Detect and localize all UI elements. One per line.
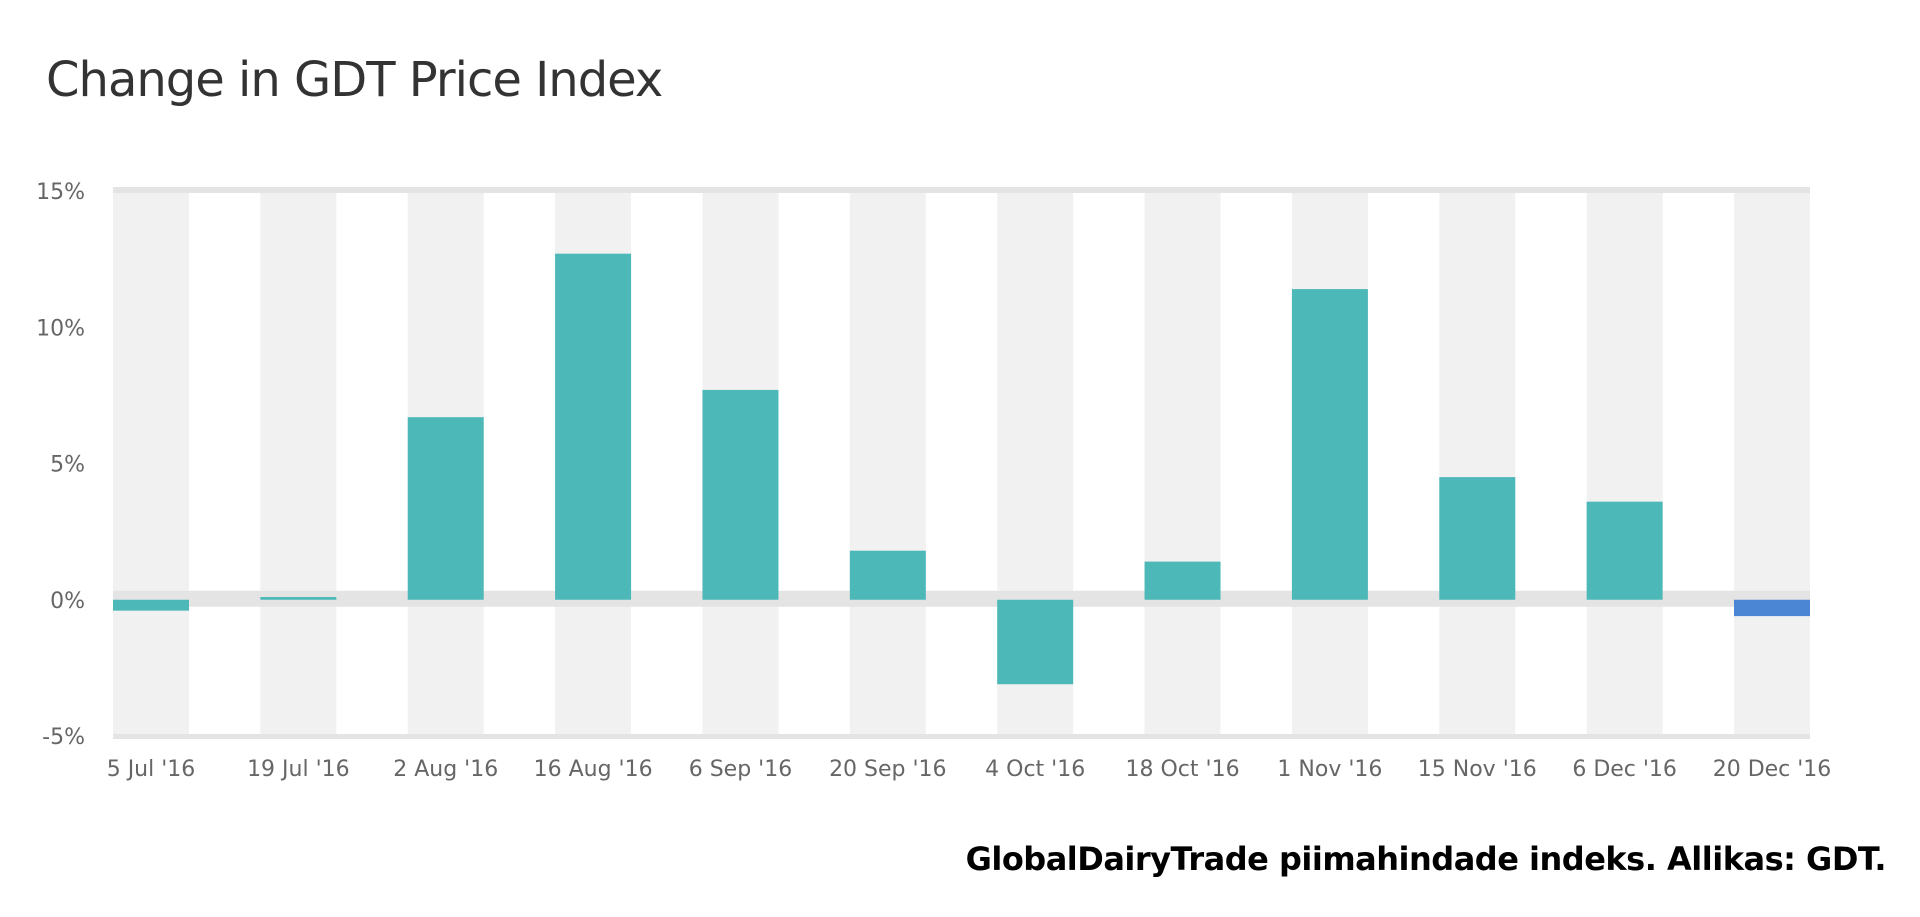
y-tick-label: 15% bbox=[36, 180, 85, 205]
column-band bbox=[1586, 191, 1663, 736]
top-gridline bbox=[113, 187, 1810, 193]
bar-1 bbox=[260, 597, 337, 600]
x-tick-label: 16 Aug '16 bbox=[534, 757, 653, 782]
bar-8 bbox=[1291, 289, 1368, 600]
x-tick-label: 20 Dec '16 bbox=[1713, 757, 1832, 782]
x-tick-label: 1 Nov '16 bbox=[1277, 757, 1382, 782]
x-tick-label: 2 Aug '16 bbox=[393, 757, 498, 782]
y-tick-label: -5% bbox=[42, 725, 85, 750]
bar-4 bbox=[702, 389, 779, 600]
bottom-gridline bbox=[113, 734, 1810, 739]
bar-3 bbox=[555, 253, 632, 600]
chart-title: Change in GDT Price Index bbox=[46, 52, 663, 108]
zero-line bbox=[113, 590, 1810, 607]
column-band bbox=[260, 191, 337, 736]
x-tick-label: 15 Nov '16 bbox=[1418, 757, 1537, 782]
x-tick-label: 6 Sep '16 bbox=[689, 757, 793, 782]
bar-7 bbox=[1144, 561, 1221, 600]
x-tick-label: 4 Oct '16 bbox=[985, 757, 1085, 782]
x-tick-label: 18 Oct '16 bbox=[1126, 757, 1240, 782]
bar-6 bbox=[997, 599, 1074, 685]
column-band bbox=[1734, 191, 1810, 736]
column-band bbox=[113, 191, 189, 736]
column-band bbox=[1144, 191, 1221, 736]
x-tick-label: 20 Sep '16 bbox=[829, 757, 947, 782]
bar-5 bbox=[849, 550, 926, 600]
source-caption: GlobalDairyTrade piimahindade indeks. Al… bbox=[965, 840, 1887, 878]
y-tick-label: 0% bbox=[50, 589, 85, 614]
bar-2 bbox=[407, 417, 484, 600]
x-tick-label: 5 Jul '16 bbox=[107, 757, 196, 782]
bar-0 bbox=[113, 599, 189, 611]
x-tick-label: 6 Dec '16 bbox=[1572, 757, 1677, 782]
bar-9 bbox=[1439, 477, 1516, 600]
y-tick-label: 10% bbox=[36, 316, 85, 341]
x-tick-label: 19 Jul '16 bbox=[247, 757, 350, 782]
bar-11 bbox=[1734, 599, 1810, 617]
bar-10 bbox=[1586, 501, 1663, 600]
column-band bbox=[849, 191, 926, 736]
y-tick-label: 5% bbox=[50, 453, 85, 478]
column-band bbox=[1439, 191, 1516, 736]
